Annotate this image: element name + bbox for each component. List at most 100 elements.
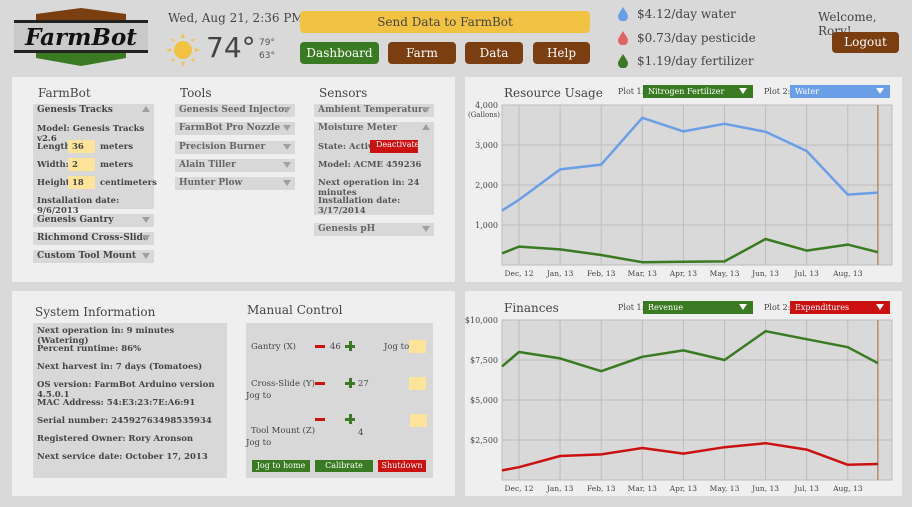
crossslide-increase-button[interactable] <box>345 378 355 388</box>
expand-icon <box>283 125 291 131</box>
gantry-jog-input[interactable] <box>409 340 426 353</box>
tool-item[interactable]: Alain Tiller <box>175 159 295 172</box>
expand-icon <box>283 144 291 150</box>
moisture-meter-accordion: Moisture Meter State: Active Deactivate … <box>314 122 434 216</box>
expand-icon <box>142 217 150 223</box>
plot1-select[interactable]: Nitrogen Fertilizer <box>643 85 753 98</box>
length-label: Length: <box>37 142 74 152</box>
expand-icon <box>142 253 150 259</box>
plot1-value: Revenue <box>648 303 684 312</box>
moisture-model: Model: ACME 459236 <box>318 160 422 170</box>
tool-label: Genesis Seed Injector <box>179 105 289 115</box>
plot2-select[interactable]: Water <box>790 85 890 98</box>
date-time: Wed, Aug 21, 2:36 PM <box>168 11 304 25</box>
jog-to-label: Jog to <box>384 342 410 352</box>
nav-data[interactable]: Data <box>465 42 523 64</box>
fertilizer-cost: $1.19/day fertilizer <box>637 54 754 68</box>
x-tick-label: Feb, 13 <box>587 269 616 278</box>
gantry-accordion[interactable]: Genesis Gantry <box>33 214 154 227</box>
tool-label: FarmBot Pro Nozzle <box>179 123 281 133</box>
jog-home-button[interactable]: Jog to home <box>252 460 310 472</box>
expand-icon <box>422 226 430 232</box>
nav-dashboard[interactable]: Dashboard <box>300 42 379 64</box>
system-row: OS version: FarmBot Arduino version 4.5.… <box>37 380 215 400</box>
x-tick-label: Feb, 13 <box>587 484 616 493</box>
logout-button[interactable]: Logout <box>832 32 899 53</box>
y-tick-label: 2,000 <box>475 181 498 190</box>
expand-icon <box>422 107 430 113</box>
x-tick-label: Dec, 12 <box>505 484 534 493</box>
length-input[interactable]: 36 <box>68 140 95 153</box>
toolmount-decrease-button[interactable] <box>315 418 325 421</box>
jog-to-label: Jog to <box>246 438 272 448</box>
manual-control-box: Gantry (X) 46 Jog to Cross-Slide (Y) Jog… <box>246 323 433 478</box>
cross-slide-accordion[interactable]: Richmond Cross-Slide <box>33 232 154 245</box>
crossslide-decrease-button[interactable] <box>315 382 325 385</box>
gantry-increase-button[interactable] <box>345 341 355 351</box>
ambient-temp-accordion[interactable]: Ambient Temperature <box>314 104 434 117</box>
plot2-select[interactable]: Expenditures <box>790 301 890 314</box>
height-label: Height: <box>37 178 73 188</box>
tool-item[interactable]: FarmBot Pro Nozzle <box>175 122 295 135</box>
pesticide-drop-icon <box>618 31 628 45</box>
tool-mount-accordion[interactable]: Custom Tool Mount <box>33 250 154 263</box>
shutdown-button[interactable]: Shutdown <box>378 460 426 472</box>
y-tick-label: 1,000 <box>475 221 498 230</box>
plot1-select[interactable]: Revenue <box>643 301 753 314</box>
toolmount-increase-button[interactable] <box>345 414 355 424</box>
tracks-header[interactable]: Genesis Tracks <box>33 104 154 117</box>
gantry-value: 46 <box>330 342 341 352</box>
tool-item[interactable]: Genesis Seed Injector <box>175 104 295 117</box>
y-tick-label: $5,000 <box>470 396 498 405</box>
toolmount-label: Tool Mount (Z) <box>251 426 316 436</box>
sensors-title: Sensors <box>319 86 368 100</box>
width-input[interactable]: 2 <box>68 158 95 171</box>
x-tick-label: Aug, 13 <box>832 484 863 493</box>
finances-title: Finances <box>504 301 559 315</box>
tool-item[interactable]: Precision Burner <box>175 141 295 154</box>
tracks-accordion: Genesis Tracks Model: Genesis Tracks v2.… <box>33 104 157 216</box>
deactivate-button[interactable]: Deactivate <box>370 140 418 153</box>
x-tick-label: Jan, 13 <box>546 269 574 278</box>
x-tick-label: Apr, 13 <box>669 269 698 278</box>
y-unit-label: (Gallons) <box>468 111 500 119</box>
temp-low: 63° <box>259 51 275 61</box>
tool-label: Precision Burner <box>179 142 266 152</box>
plot1-label: Plot 1: <box>618 303 645 312</box>
crossslide-jog-input[interactable] <box>409 377 426 390</box>
height-input[interactable]: 18 <box>68 176 95 189</box>
expand-icon <box>283 107 291 113</box>
gantry-label: Gantry (X) <box>251 342 296 352</box>
fertilizer-drop-icon <box>618 54 628 68</box>
x-tick-label: Mar, 13 <box>628 484 657 493</box>
resource-usage-chart: 1,000 2,000 3,000 4,000(Gallons) Dec, 12 Jan,… <box>468 101 893 278</box>
tool-item[interactable]: Hunter Plow <box>175 177 295 190</box>
calibrate-button[interactable]: Calibrate <box>315 460 373 472</box>
hardware-panel: FarmBot Genesis Tracks Model: Genesis Tr… <box>12 77 455 282</box>
nav-farm[interactable]: Farm <box>388 42 456 64</box>
send-data-button[interactable]: Send Data to FarmBot <box>300 11 590 33</box>
system-row: Next operation in: 9 minutes (Watering) <box>37 326 175 346</box>
plot1-value: Nitrogen Fertilizer <box>648 87 725 96</box>
gantry-label: Genesis Gantry <box>37 215 114 225</box>
ph-accordion[interactable]: Genesis pH <box>314 223 434 236</box>
dropdown-icon <box>876 88 884 94</box>
system-info-box: Next operation in: 9 minutes (Watering) … <box>33 323 227 478</box>
water-drop-icon <box>618 7 628 21</box>
ph-label: Genesis pH <box>318 224 376 234</box>
nav-help[interactable]: Help <box>533 42 590 64</box>
toolmount-jog-input[interactable] <box>410 414 427 427</box>
farmbot-logo[interactable]: FarmBot <box>14 8 148 66</box>
width-label: Width: <box>37 160 69 170</box>
gantry-decrease-button[interactable] <box>315 345 325 348</box>
x-tick-label: Jul, 13 <box>793 269 819 278</box>
x-tick-label: Mar, 13 <box>628 269 657 278</box>
resource-title: Resource Usage <box>504 86 603 100</box>
y-tick-label: 4,000 <box>475 101 498 110</box>
expand-icon <box>283 162 291 168</box>
height-unit: centimeters <box>100 178 157 188</box>
moisture-header[interactable]: Moisture Meter <box>314 122 434 135</box>
moisture-state: State: Active <box>318 142 379 152</box>
crossslide-label: Cross-Slide (Y) <box>251 379 315 389</box>
x-tick-label: Jun, 13 <box>751 269 779 278</box>
